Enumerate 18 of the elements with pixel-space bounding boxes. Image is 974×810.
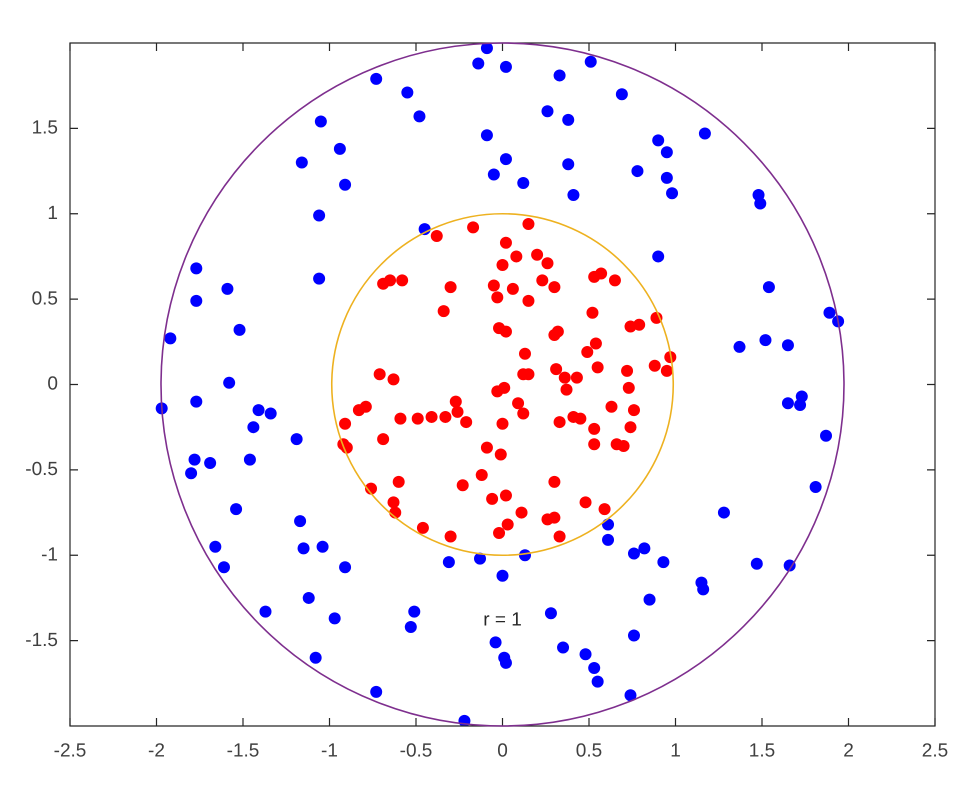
y-tick-label: -1 <box>41 544 58 566</box>
y-tick-label: -0.5 <box>25 459 58 480</box>
y-tick-label: 1 <box>47 202 58 224</box>
x-tick-label: -2.5 <box>54 740 86 762</box>
x-tick-label: -1.5 <box>226 740 260 762</box>
x-tick-label: 0.5 <box>576 740 602 762</box>
y-tick-label: 1.5 <box>32 118 58 139</box>
x-tick-label: 2 <box>843 740 854 762</box>
x-tick-label: 1.5 <box>748 740 776 762</box>
x-tick-label: -0.5 <box>400 740 432 762</box>
x-tick-label: -1 <box>321 740 338 762</box>
x-tick-label: 0 <box>497 740 508 762</box>
x-tick-label: 1 <box>670 740 681 762</box>
y-tick-label: 0.5 <box>32 288 58 310</box>
x-tick-label: -2 <box>148 740 165 762</box>
y-tick-label: -1.5 <box>25 630 58 651</box>
x-tick-label: 2.5 <box>922 740 948 762</box>
y-tick-label: 0 <box>47 374 58 395</box>
